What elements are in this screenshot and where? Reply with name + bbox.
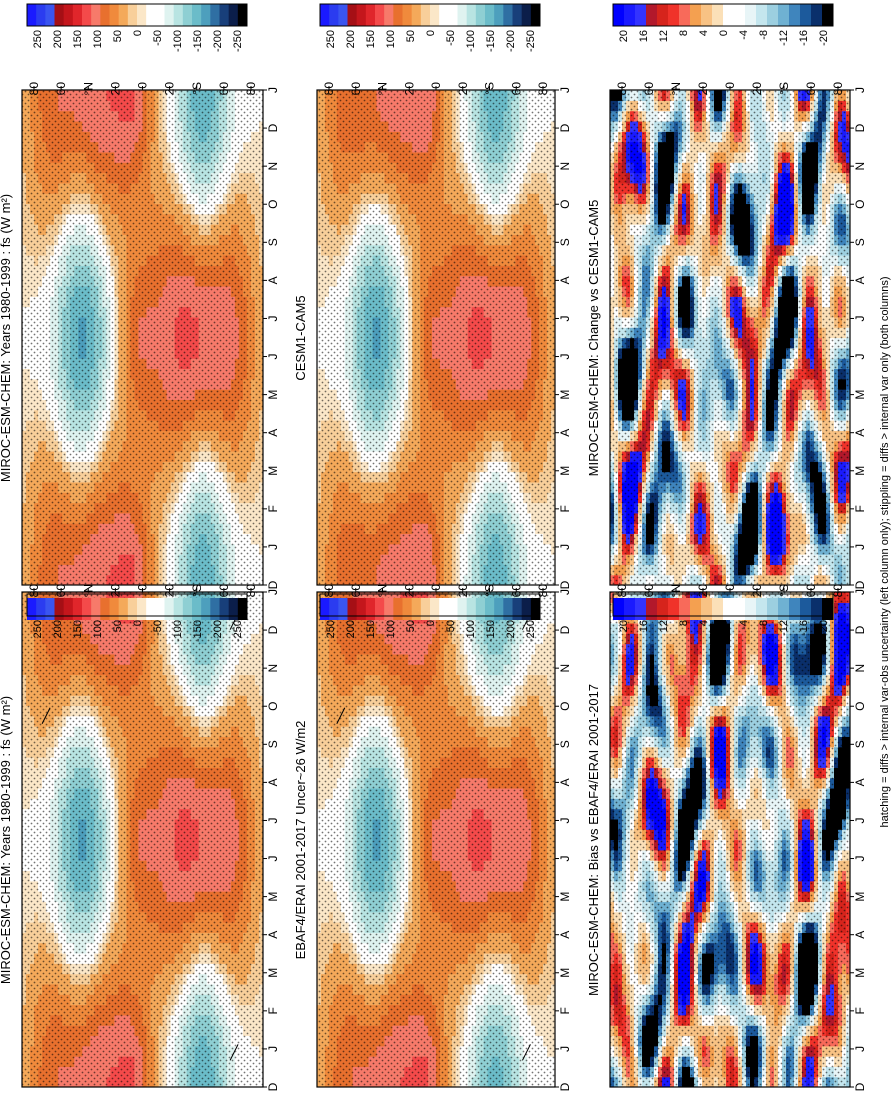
month-tick-label: O [266,702,280,711]
lat-tick-label: 20 [108,584,122,598]
month-tick-label: A [266,778,280,786]
stippling-overlay [22,592,263,1087]
month-tick-label: M [266,968,280,978]
lat-tick-label: °S [190,584,204,597]
lat-tick-label: 0 [136,584,150,591]
lat-tick-label: 20 [163,584,177,598]
month-tick-label: A [266,931,280,939]
month-tick-label: J [266,856,280,862]
month-tick-label: D [266,625,280,634]
month-tick-label: N [266,664,280,673]
lat-tick-label: °N [81,584,95,597]
hatch-mark [41,707,51,724]
month-tick-label: J [266,1046,280,1052]
month-tick-label: J [266,589,280,595]
lat-tick-label: 60 [217,584,231,598]
panel-1: D J F M A M J J A S O N D J 80 60 °N 20 0 20 °S 60 80 MIROC-ESM… [0,584,280,1092]
lat-tick-label: 80 [244,584,258,598]
month-tick-label: F [266,1007,280,1014]
month-tick-label: D [266,1082,280,1091]
month-tick-label: S [266,740,280,748]
panel-title: MIROC-ESM-CHEM: Years 1980-1999 : fs (W … [0,696,13,984]
hatch-mark [229,1044,239,1061]
lat-tick-label: 80 [27,584,41,598]
month-tick-label: J [266,817,280,823]
lat-tick-label: 60 [54,584,68,598]
panels: D J F M A M J J A S O N D J 80 60 °N 20 0 20 °S 60 80 MIROC-ESM… [0,82,867,1092]
month-tick-label: M [266,892,280,902]
